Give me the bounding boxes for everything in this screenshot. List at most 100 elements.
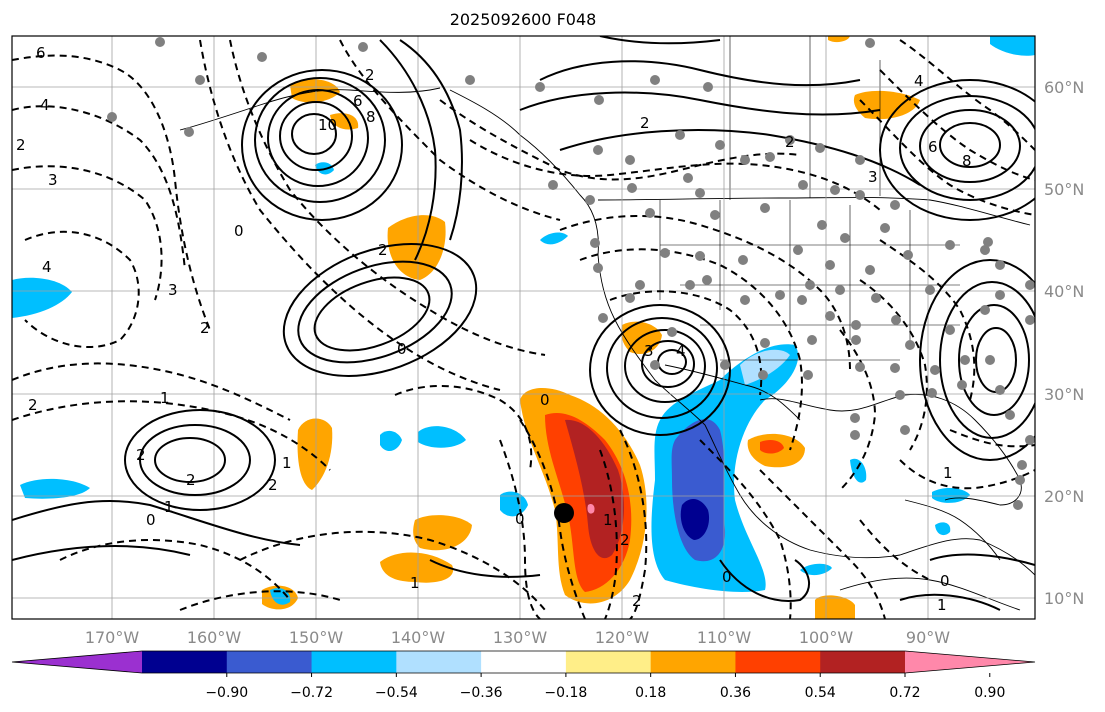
shade-orange-3 [387, 215, 446, 280]
latitude-labels: 60°N 50°N 40°N 30°N 20°N 10°N [1044, 78, 1084, 608]
colorbar-segment [396, 651, 482, 673]
colorbar-outline [11, 650, 1036, 674]
colorbar-segment [565, 651, 652, 673]
svg-text:0: 0 [540, 391, 550, 409]
coastline-alaska [179, 87, 441, 131]
coastline-gulf [759, 393, 1022, 506]
svg-text:2: 2 [200, 319, 210, 337]
svg-text:1: 1 [160, 389, 170, 407]
svg-text:0: 0 [722, 568, 732, 586]
border-us-mexico [664, 364, 801, 421]
svg-text:2: 2 [640, 114, 650, 132]
colorbar-tick-label: 0.90 [974, 685, 1005, 701]
lon-label-170w: 170°W [85, 628, 140, 647]
svg-text:4: 4 [914, 72, 924, 90]
colorbar-extend-high [905, 651, 1035, 673]
svg-text:3: 3 [48, 171, 58, 189]
colorbar: −0.90 −0.72 −0.54 −0.36 −0.18 0.18 0.36 0.54 0.7… [11, 650, 1036, 701]
svg-text:10: 10 [318, 116, 337, 134]
lat-label-30n: 30°N [1044, 385, 1084, 404]
svg-text:8: 8 [366, 108, 376, 126]
colorbar-segment [481, 651, 567, 673]
svg-text:2: 2 [136, 446, 146, 464]
svg-text:1: 1 [410, 574, 420, 592]
svg-text:4: 4 [42, 258, 52, 276]
lon-label-150w: 150°W [289, 628, 344, 647]
svg-text:3: 3 [868, 168, 878, 186]
colorbar-tick-label: −0.36 [460, 685, 503, 701]
svg-text:0: 0 [146, 511, 156, 529]
colorbar-extend-low [12, 651, 142, 673]
location-marker [554, 503, 574, 523]
shade-blue-9 [932, 488, 970, 503]
longitude-labels: 170°W 160°W 150°W 140°W 130°W 120°W 110°… [85, 628, 950, 647]
lat-label-10n: 10°N [1044, 589, 1084, 608]
colorbar-segment [226, 651, 313, 673]
shade-blue-7 [540, 232, 568, 245]
shade-blue-8 [850, 458, 867, 483]
lon-label-160w: 160°W [187, 628, 242, 647]
shade-red-9 [760, 440, 784, 454]
svg-text:1: 1 [282, 454, 292, 472]
svg-text:2: 2 [785, 133, 795, 151]
colorbar-tick-label: −0.18 [544, 685, 587, 701]
colorbar-segment [311, 651, 397, 673]
svg-text:2: 2 [268, 476, 278, 494]
lon-label-130w: 130°W [493, 628, 548, 647]
gridlines [12, 36, 1035, 619]
shade-blue-5 [418, 426, 466, 448]
colorbar-tick-label: 0.54 [805, 685, 836, 701]
shade-orange-6 [380, 552, 454, 583]
shade-blue-1 [12, 277, 72, 318]
dashed-contours [12, 39, 1035, 619]
lat-label-60n: 60°N [1044, 78, 1084, 97]
shade-blue-10 [935, 522, 951, 536]
svg-text:6: 6 [353, 92, 363, 110]
shade-blue-12 [990, 36, 1035, 56]
lon-label-100w: 100°W [799, 628, 854, 647]
lon-label-90w: 90°W [906, 628, 950, 647]
colorbar-segment [650, 651, 736, 673]
shade-pink-dot [587, 503, 595, 514]
coastline-layer [179, 36, 1035, 611]
svg-text:2: 2 [632, 592, 642, 610]
shade-lightblue-edge [740, 349, 790, 385]
shade-orange-4 [297, 418, 333, 490]
lon-label-120w: 120°W [595, 628, 650, 647]
colorbar-tick-label: −0.54 [375, 685, 418, 701]
shade-blue-4 [380, 430, 402, 452]
lat-label-40n: 40°N [1044, 282, 1084, 301]
shade-navy-main [680, 498, 710, 540]
svg-text:2: 2 [378, 241, 388, 259]
shade-orange-5 [413, 515, 472, 551]
svg-text:1: 1 [164, 498, 174, 516]
shading-layer [12, 36, 1035, 619]
svg-text:2: 2 [186, 471, 196, 489]
colorbar-segment [142, 651, 228, 673]
colorbar-segment [735, 651, 821, 673]
svg-text:0: 0 [234, 222, 244, 240]
svg-text:3: 3 [168, 281, 178, 299]
svg-text:1: 1 [937, 596, 947, 614]
shade-orange-12 [828, 36, 850, 43]
svg-text:2: 2 [16, 136, 26, 154]
svg-text:8: 8 [962, 152, 972, 170]
coastline-yucatan [904, 499, 1001, 561]
svg-text:2: 2 [620, 531, 630, 549]
svg-text:6: 6 [36, 44, 46, 62]
shade-darkred-main [565, 419, 624, 559]
contour-labels: 6 4 2 3 4 3 2 10 8 6 2 0 2 0 1 2 2 1 2 2… [16, 44, 972, 614]
colorbar-tick-label: 0.72 [889, 685, 920, 701]
colorbar-tick-label: 0.18 [635, 685, 666, 701]
colorbar-tick-label: −0.90 [205, 685, 248, 701]
map-frame [11, 35, 1036, 620]
shade-blue-2 [20, 478, 90, 499]
lon-label-110w: 110°W [697, 628, 752, 647]
svg-text:3: 3 [644, 342, 654, 360]
shade-orange-11 [815, 595, 855, 619]
svg-text:1: 1 [943, 464, 953, 482]
lat-label-20n: 20°N [1044, 487, 1084, 506]
colorbar-tick-label: 0.36 [720, 685, 751, 701]
svg-text:0: 0 [515, 510, 525, 528]
